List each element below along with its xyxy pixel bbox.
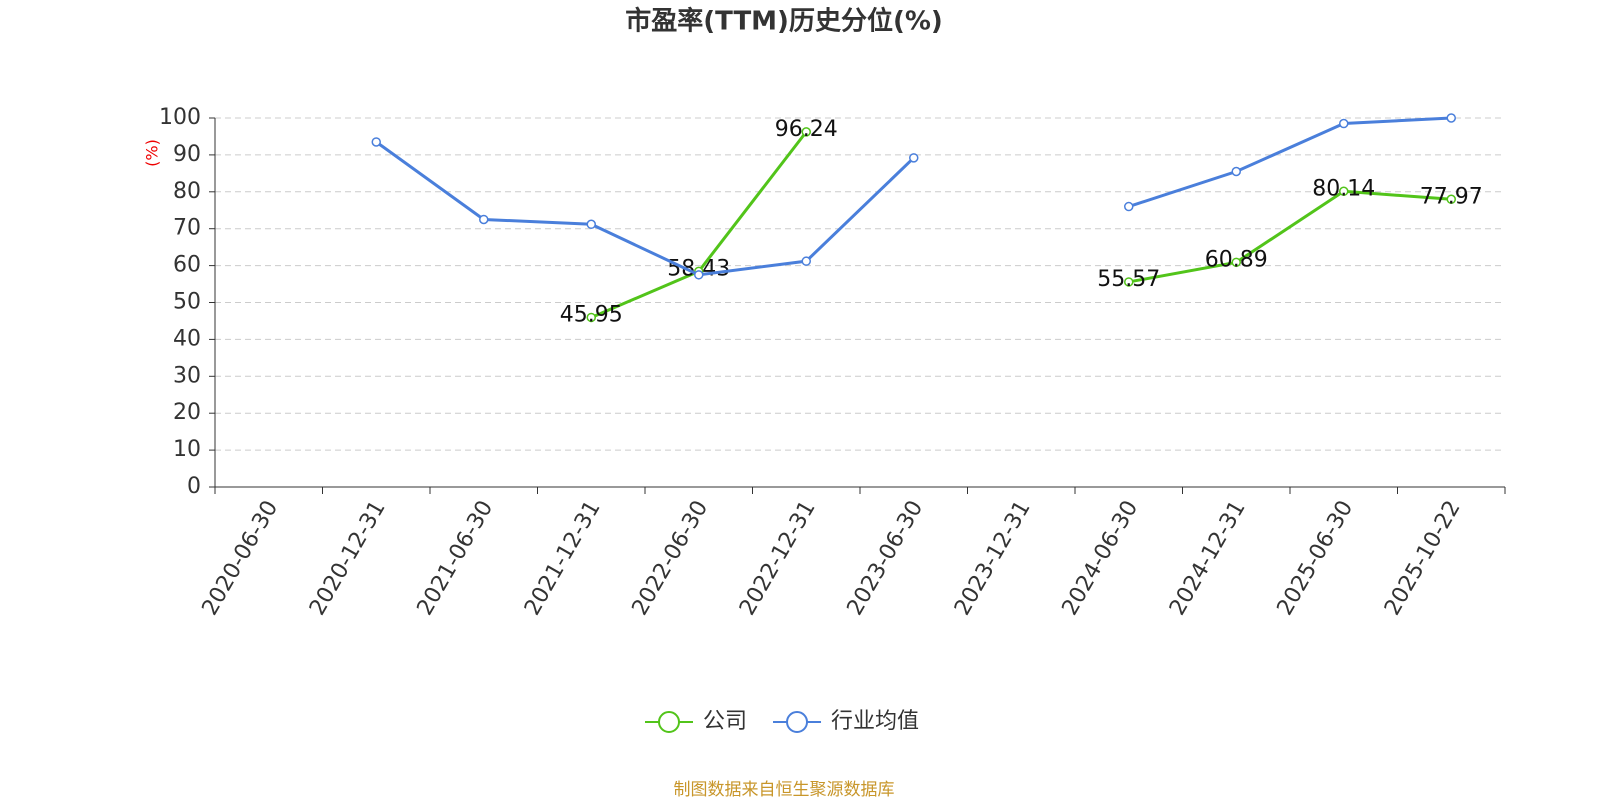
x-tick-label: 2023-06-30 — [843, 497, 929, 620]
point — [1446, 194, 1456, 205]
point — [694, 270, 704, 280]
x-tick-label: 2024-12-31 — [1165, 497, 1251, 620]
point — [1339, 118, 1349, 129]
y-tick-label: 50 — [173, 290, 201, 315]
y-tick-label: 30 — [173, 363, 201, 388]
data-label: 60.89 — [1205, 247, 1268, 272]
x-tick-label: 2025-06-30 — [1273, 497, 1359, 620]
y-tick-label: 90 — [173, 142, 201, 167]
data-label: 80.14 — [1312, 176, 1375, 201]
x-tick-label: 2022-06-30 — [628, 497, 714, 620]
point — [801, 256, 811, 266]
x-tick-label: 2025-10-22 — [1380, 497, 1466, 620]
series-line — [375, 116, 1452, 277]
y-tick-label: 0 — [187, 474, 201, 499]
point — [1231, 166, 1241, 177]
x-tick-label: 2022-12-31 — [735, 497, 821, 620]
y-tick-label: 100 — [159, 105, 201, 130]
y-tick-label: 10 — [173, 437, 201, 462]
legend-marker — [658, 711, 680, 733]
series-line — [590, 130, 1452, 319]
x-tick-label: 2020-12-31 — [305, 497, 391, 620]
y-tick-label: 70 — [173, 216, 201, 241]
y-tick-label: 80 — [173, 179, 201, 204]
x-tick-label: 2021-06-30 — [413, 497, 499, 620]
point — [909, 153, 919, 163]
x-tick-label: 2023-12-31 — [950, 497, 1036, 620]
y-tick-label: 40 — [173, 326, 201, 351]
legend-marker — [786, 711, 809, 733]
point — [1231, 257, 1241, 268]
data-label: 77.97 — [1420, 184, 1483, 209]
data-label: 55.57 — [1097, 267, 1160, 292]
y-tick-label: 60 — [173, 253, 201, 278]
x-tick-label: 2024-06-30 — [1058, 497, 1144, 620]
point — [586, 219, 596, 230]
point — [1339, 186, 1349, 197]
data-label: 45.95 — [560, 302, 623, 327]
point — [479, 214, 489, 225]
point — [371, 137, 381, 147]
point — [801, 127, 811, 137]
y-axis-label: (%) — [143, 139, 162, 167]
y-tick-label: 20 — [173, 400, 201, 425]
legend-label[interactable]: 公司 — [703, 709, 747, 734]
data-label: 96.24 — [775, 117, 838, 142]
point — [1124, 277, 1134, 287]
x-tick-label: 2020-06-30 — [198, 497, 284, 620]
point — [1124, 201, 1134, 212]
point — [1446, 113, 1456, 123]
source-note: 制图数据来自恒生聚源数据库 — [674, 780, 895, 800]
x-tick-label: 2021-12-31 — [520, 497, 606, 620]
point — [586, 312, 596, 323]
legend-label[interactable]: 行业均值 — [831, 709, 919, 734]
chart-title: 市盈率(TTM)历史分位(%) — [625, 6, 943, 37]
